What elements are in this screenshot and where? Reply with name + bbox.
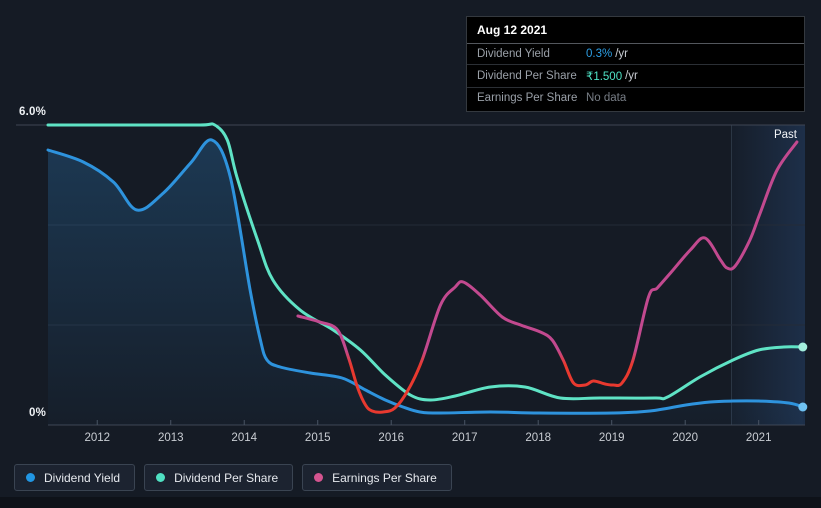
y-axis-label-top: 6.0%: [18, 106, 46, 118]
tooltip-row-dividend-yield: Dividend Yield 0.3% /yr: [467, 44, 804, 65]
tooltip-row-dividend-per-share: Dividend Per Share ₹1.500 /yr: [467, 65, 804, 88]
legend: Dividend Yield Dividend Per Share Earnin…: [14, 464, 452, 491]
chart-canvas[interactable]: 2012 2013 2014 2015 2016 2017 2018 2019 2020 2021: [0, 0, 821, 455]
past-label: Past: [773, 129, 797, 141]
legend-item-label: Dividend Yield: [44, 470, 121, 485]
tooltip-value-suffix: /yr: [615, 48, 628, 60]
chart-tooltip: Aug 12 2021 Dividend Yield 0.3% /yr Divi…: [466, 16, 805, 112]
x-tick-label: 2018: [525, 432, 551, 444]
tooltip-label: Dividend Per Share: [477, 70, 577, 82]
series-color-dot-icon: [26, 473, 35, 482]
tooltip-value: No data: [586, 92, 627, 104]
series-end-dot-dividend-per-share: [798, 342, 808, 352]
series-line-dividend-yield: [46, 138, 805, 415]
x-tick-label: 2017: [452, 432, 478, 444]
series-line-earnings-per-share: [296, 140, 799, 414]
series-end-dot-dividend-yield: [798, 402, 808, 412]
x-tick-label: 2014: [231, 432, 257, 444]
x-tick-label: 2021: [746, 432, 772, 444]
legend-item-earnings-per-share[interactable]: Earnings Per Share: [302, 464, 452, 491]
tooltip-label: Dividend Yield: [477, 48, 550, 60]
y-axis-label-zero: 0%: [28, 407, 46, 419]
x-tick-label: 2012: [84, 432, 110, 444]
legend-item-dividend-per-share[interactable]: Dividend Per Share: [144, 464, 294, 491]
x-tick-label: 2020: [672, 432, 698, 444]
series-color-dot-icon: [156, 473, 166, 482]
tooltip-label: Earnings Per Share: [477, 92, 578, 104]
legend-item-label: Earnings Per Share: [332, 470, 437, 485]
tooltip-row-earnings-per-share: Earnings Per Share No data: [467, 88, 804, 111]
series-color-dot-icon: [314, 473, 324, 482]
x-tick-label: 2016: [378, 432, 404, 444]
x-tick-label: 2013: [158, 432, 184, 444]
bottom-edge-strip: [0, 497, 821, 508]
tooltip-value: 0.3%: [586, 48, 613, 60]
past-region: [731, 125, 805, 425]
series-line-dividend-per-share: [46, 122, 805, 402]
tooltip-date: Aug 12 2021: [467, 17, 804, 44]
legend-item-label: Dividend Per Share: [174, 470, 279, 485]
x-tick-label: 2019: [599, 432, 625, 444]
x-tick-label: 2015: [305, 432, 331, 444]
legend-item-dividend-yield[interactable]: Dividend Yield: [14, 464, 136, 491]
tooltip-value-suffix: /yr: [625, 70, 638, 82]
tooltip-value: ₹1.500: [586, 71, 623, 83]
